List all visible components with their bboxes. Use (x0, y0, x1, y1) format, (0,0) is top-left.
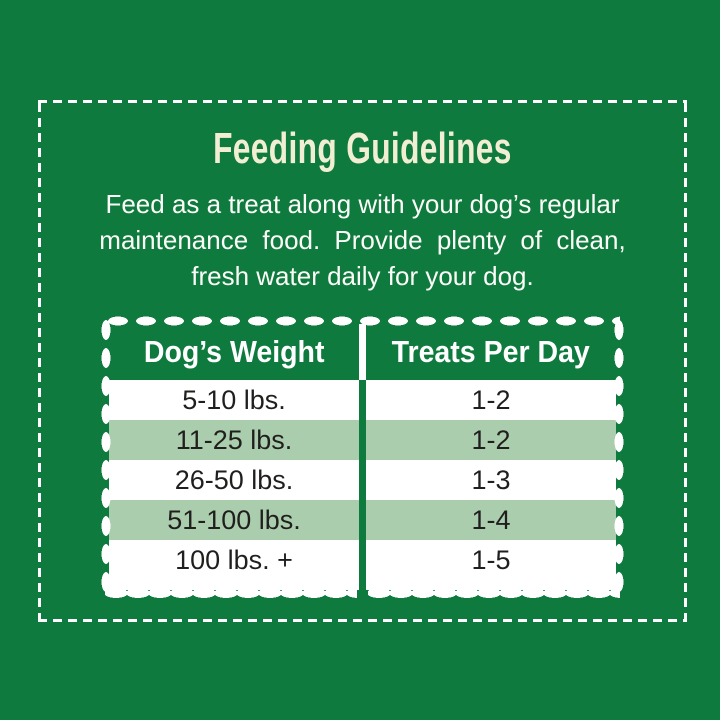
cell-weight: 11-25 lbs. (175, 425, 293, 455)
column-divider (359, 540, 366, 590)
column-divider (359, 460, 366, 500)
column-divider (359, 500, 366, 540)
instruction-line: fresh water daily for your dog. (191, 261, 534, 291)
instruction-line: Feed as a treat along with your dog’s re… (105, 189, 620, 219)
column-divider (359, 380, 366, 420)
table-header-row: Dog’s Weight Treats Per Day (109, 324, 616, 380)
cell-treats: 1-4 (471, 505, 511, 535)
feeding-instructions: Feed as a treat along with your dog’s re… (38, 186, 687, 294)
column-divider-header (359, 324, 366, 380)
instruction-line: maintenance food. Provide plenty of clea… (99, 225, 626, 255)
panel-title-wrap: Feeding Guidelines (38, 124, 687, 174)
panel-title: Feeding Guidelines (213, 124, 512, 173)
table-row: 51-100 lbs. 1-4 (109, 500, 616, 540)
table-row: 26-50 lbs. 1-3 (109, 460, 616, 500)
table-row: 5-10 lbs. 1-2 (109, 380, 616, 420)
table-row: 100 lbs. + 1-5 (109, 540, 616, 590)
cell-treats: 1-3 (471, 465, 511, 495)
cell-treats: 1-2 (471, 425, 511, 455)
cell-treats: 1-2 (471, 385, 511, 415)
cell-weight: 5-10 lbs. (182, 385, 286, 415)
feeding-table: Dog’s Weight Treats Per Day 5-10 lbs. 1-… (101, 316, 624, 598)
header-cell-weight: Dog’s Weight (109, 324, 359, 380)
header-weight-label: Dog’s Weight (143, 334, 325, 369)
header-cell-treats: Treats Per Day (366, 324, 616, 380)
cell-weight: 100 lbs. + (175, 545, 293, 575)
cell-weight: 51-100 lbs. (167, 505, 301, 535)
header-treats-label: Treats Per Day (391, 334, 591, 369)
column-divider (359, 420, 366, 460)
feeding-guidelines-panel: Feeding Guidelines Feed as a treat along… (38, 100, 687, 622)
table-row: 11-25 lbs. 1-2 (109, 420, 616, 460)
cell-treats: 1-5 (471, 545, 511, 575)
cell-weight: 26-50 lbs. (174, 465, 294, 495)
